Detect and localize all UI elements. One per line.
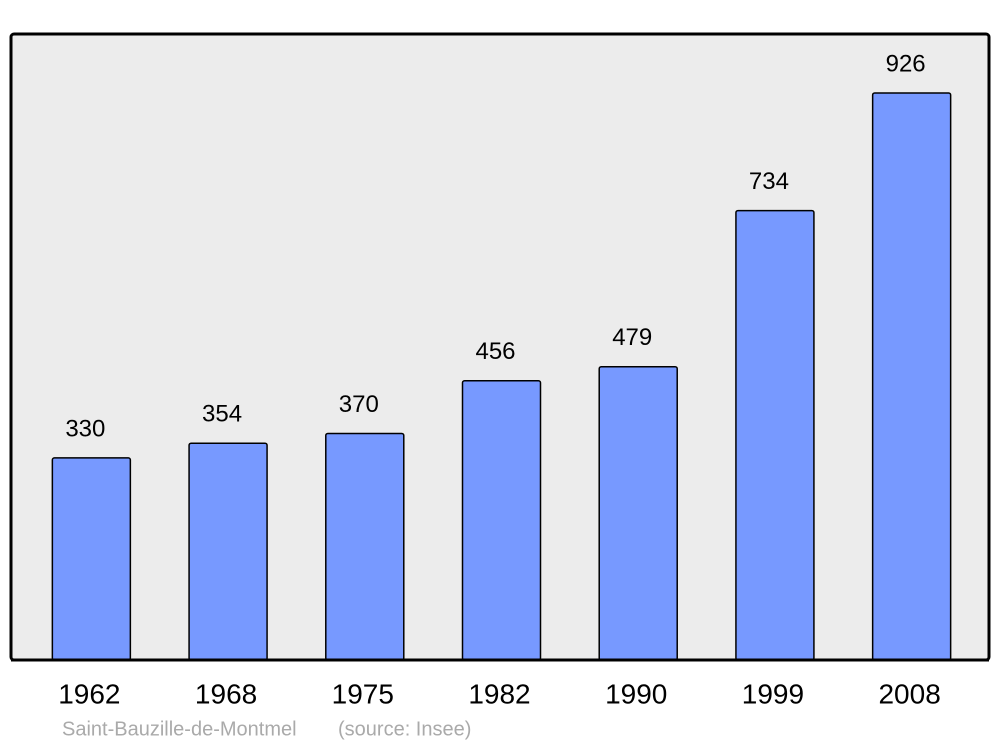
value-label: 330 bbox=[65, 415, 105, 442]
value-label: 456 bbox=[475, 338, 515, 365]
bar bbox=[735, 209, 815, 661]
bar bbox=[325, 432, 405, 661]
x-tick-label: 1990 bbox=[605, 678, 667, 709]
bar bbox=[598, 365, 678, 661]
bar bbox=[871, 92, 952, 661]
bar bbox=[188, 442, 268, 661]
value-label: 926 bbox=[886, 50, 926, 77]
value-label: 479 bbox=[612, 324, 652, 351]
x-tick-label: 1968 bbox=[195, 678, 257, 709]
value-label: 354 bbox=[202, 401, 242, 428]
x-tick-label: 1982 bbox=[468, 678, 530, 709]
value-label: 734 bbox=[749, 168, 789, 195]
x-tick-label: 2008 bbox=[878, 678, 940, 709]
bar bbox=[461, 380, 542, 661]
bar bbox=[51, 457, 132, 661]
x-tick-label: 1975 bbox=[332, 678, 394, 709]
source: (source: Insee) bbox=[338, 718, 471, 740]
x-tick-label: 1962 bbox=[58, 678, 120, 709]
x-tick-label: 1999 bbox=[742, 678, 804, 709]
caption: Saint-Bauzille-de-Montmel bbox=[62, 718, 297, 740]
value-label: 370 bbox=[339, 391, 379, 418]
